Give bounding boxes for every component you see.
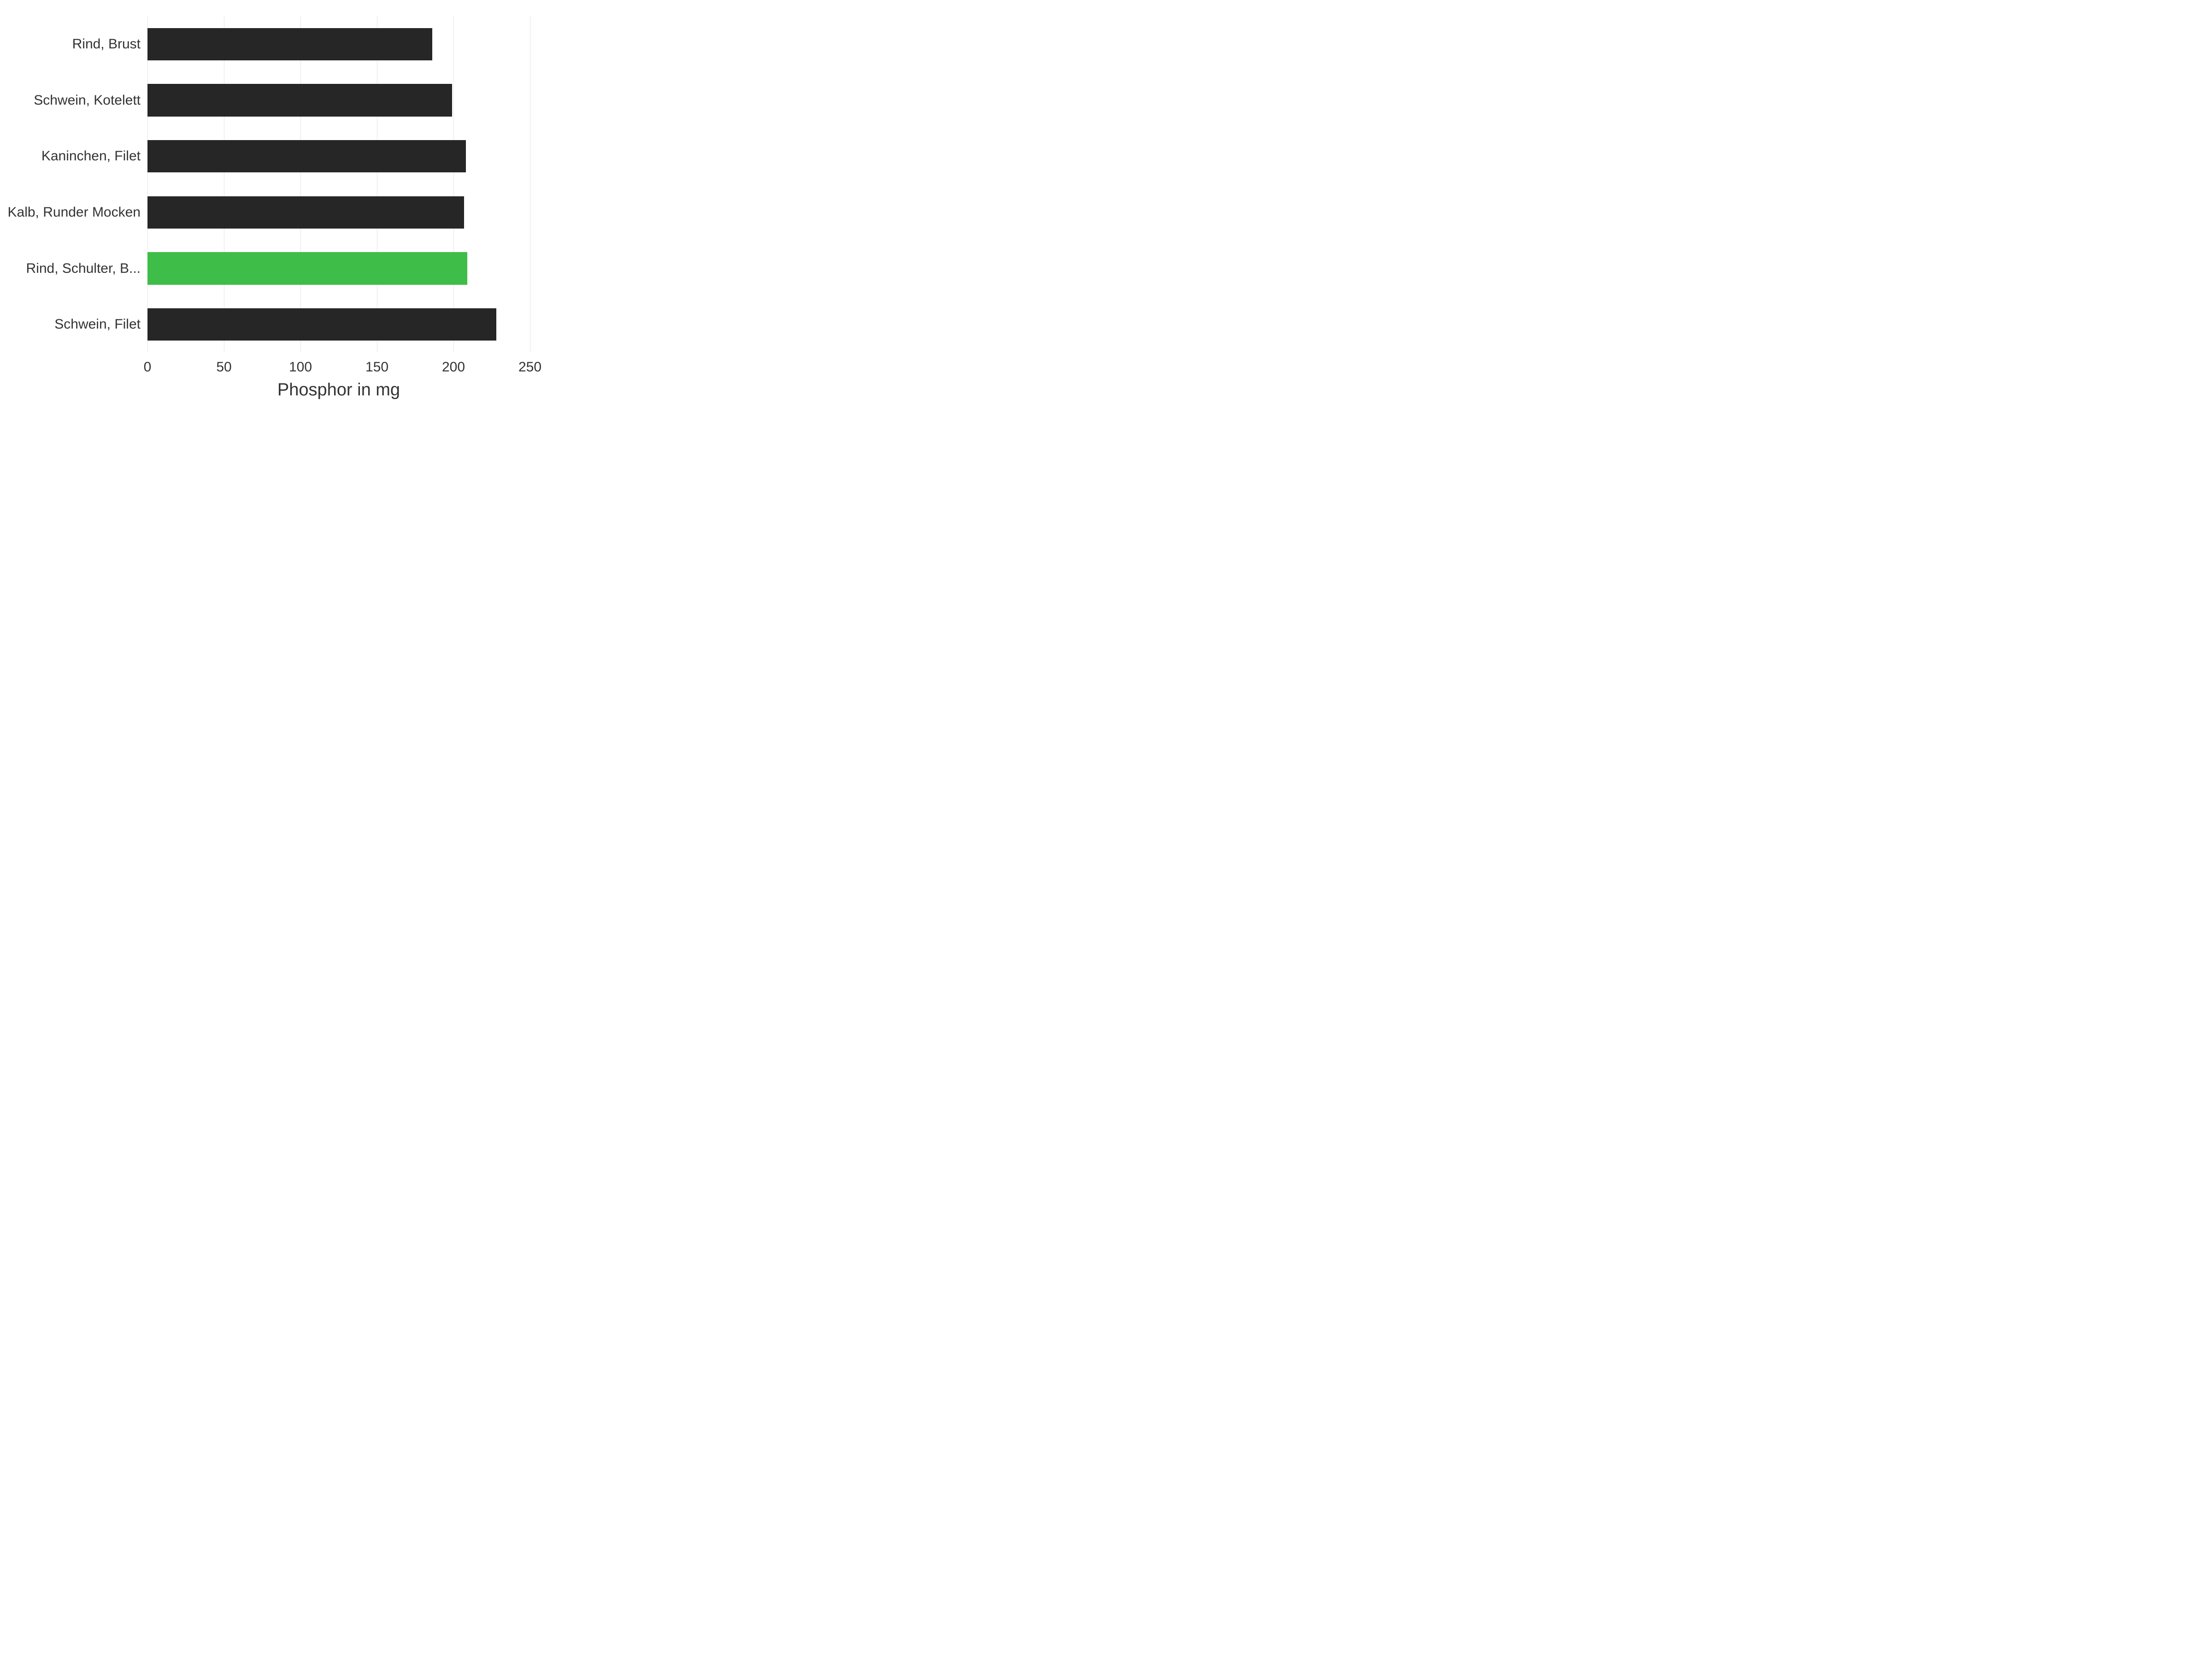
x-tick-label: 100 xyxy=(289,359,312,375)
bar xyxy=(147,308,496,341)
x-tick-label: 250 xyxy=(518,359,541,375)
y-axis-label: Rind, Schulter, B... xyxy=(7,260,141,277)
bar-row xyxy=(147,140,530,173)
gridline xyxy=(147,16,148,353)
bar xyxy=(147,196,464,229)
y-axis-label: Kalb, Runder Mocken xyxy=(7,204,141,221)
bar xyxy=(147,84,452,117)
plot-area xyxy=(147,16,530,353)
phosphor-bar-chart: Rind, Brust Schwein, Kotelett Kaninchen, F… xyxy=(0,0,553,415)
bar-row xyxy=(147,84,530,117)
bar xyxy=(147,252,467,285)
y-axis-label: Kaninchen, Filet xyxy=(7,148,141,165)
bar-row xyxy=(147,252,530,285)
y-axis-label: Rind, Brust xyxy=(7,36,141,53)
y-axis-label: Schwein, Kotelett xyxy=(7,92,141,109)
bar-row xyxy=(147,28,530,61)
bar-row xyxy=(147,308,530,341)
bar xyxy=(147,28,432,61)
x-tick-label: 0 xyxy=(144,359,152,375)
x-tick-label: 50 xyxy=(216,359,231,375)
bar xyxy=(147,140,466,173)
x-axis-title: Phosphor in mg xyxy=(147,380,530,400)
bar-row xyxy=(147,196,530,229)
x-tick-label: 150 xyxy=(365,359,388,375)
x-tick-label: 200 xyxy=(442,359,465,375)
y-axis-label: Schwein, Filet xyxy=(7,316,141,333)
gridline xyxy=(453,16,454,353)
gridline xyxy=(300,16,301,353)
